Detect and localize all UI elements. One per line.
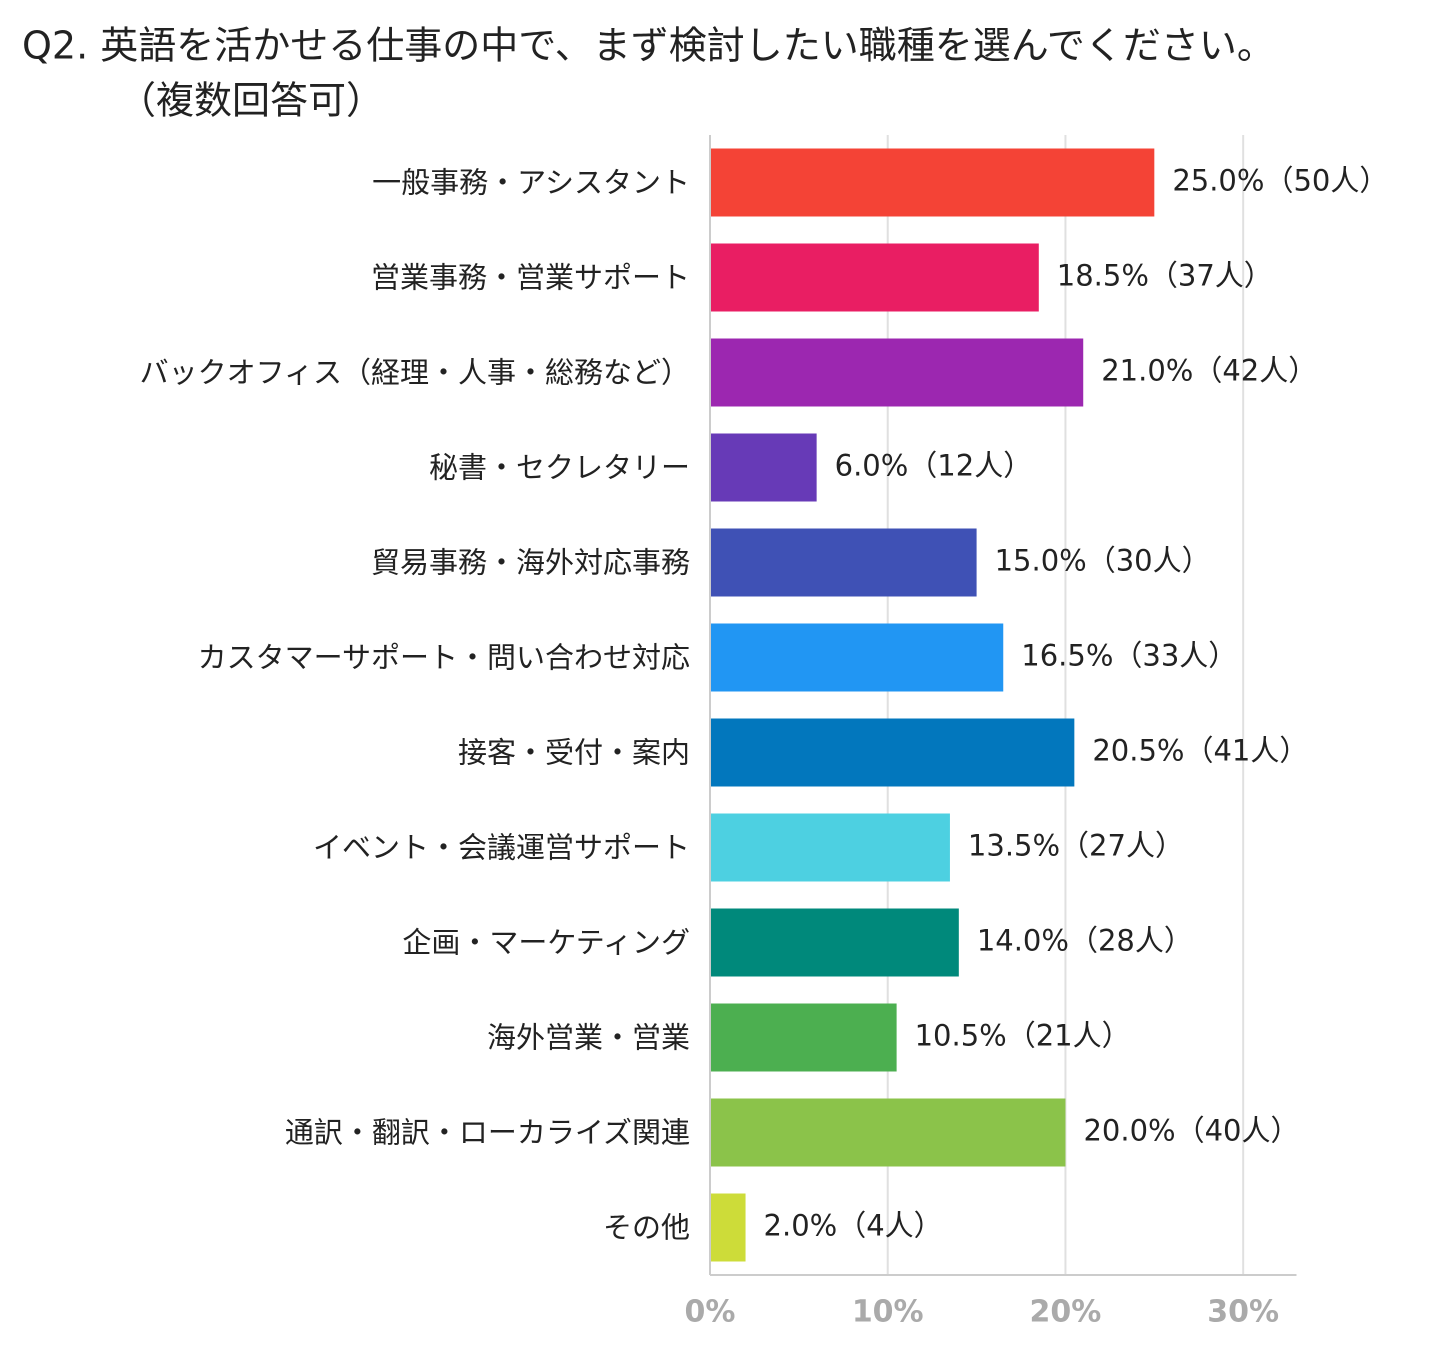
chart-title: Q2. 英語を活かせる仕事の中で、まず検討したい職種を選んでください。 <box>22 24 1275 68</box>
value-label: 10.5%（21人） <box>915 1019 1131 1053</box>
value-label: 6.0%（12人） <box>835 449 1033 483</box>
x-tick-label: 20% <box>1030 1295 1102 1330</box>
value-label: 18.5%（37人） <box>1057 259 1273 293</box>
bar <box>710 528 977 597</box>
y-tick-label: カスタマーサポート・問い合わせ対応 <box>198 641 690 675</box>
x-tick-label: 30% <box>1207 1295 1279 1330</box>
y-tick-label: 秘書・セクレタリー <box>429 451 690 485</box>
y-tick-label: イベント・会議運営サポート <box>313 831 690 865</box>
bar <box>710 1193 746 1262</box>
value-label: 20.0%（40人） <box>1083 1114 1299 1148</box>
y-tick-label: 海外営業・営業 <box>487 1021 690 1055</box>
y-tick-label: 営業事務・営業サポート <box>371 261 690 295</box>
x-tick-label: 0% <box>685 1295 736 1330</box>
bar <box>710 623 1004 692</box>
bar <box>710 813 950 882</box>
bar <box>710 433 817 502</box>
value-label: 2.0%（4人） <box>764 1209 943 1243</box>
x-tick-label: 10% <box>852 1295 924 1330</box>
value-label: 13.5%（27人） <box>968 829 1184 863</box>
value-label: 15.0%（30人） <box>995 544 1211 578</box>
y-tick-label: バックオフィス（経理・人事・総務など） <box>140 356 690 390</box>
y-tick-label: 一般事務・アシスタント <box>372 166 690 200</box>
bar <box>710 1003 897 1072</box>
y-tick-label: 通訳・翻訳・ローカライズ関連 <box>285 1116 690 1150</box>
chart-subtitle: （複数回答可） <box>118 79 384 123</box>
value-label: 16.5%（33人） <box>1021 639 1237 673</box>
bar <box>710 148 1155 217</box>
y-tick-label: 接客・受付・案内 <box>458 736 690 770</box>
value-label: 14.0%（28人） <box>977 924 1193 958</box>
bar <box>710 243 1039 312</box>
value-label: 25.0%（50人） <box>1172 164 1388 198</box>
y-tick-label: 貿易事務・海外対応事務 <box>371 546 690 580</box>
bar <box>710 718 1075 787</box>
bar <box>710 1098 1066 1167</box>
y-tick-label: その他 <box>603 1211 690 1245</box>
bar <box>710 908 959 977</box>
y-tick-label: 企画・マーケティング <box>402 926 690 960</box>
bar <box>710 338 1084 407</box>
value-label: 21.0%（42人） <box>1101 354 1317 388</box>
value-label: 20.5%（41人） <box>1092 734 1308 768</box>
